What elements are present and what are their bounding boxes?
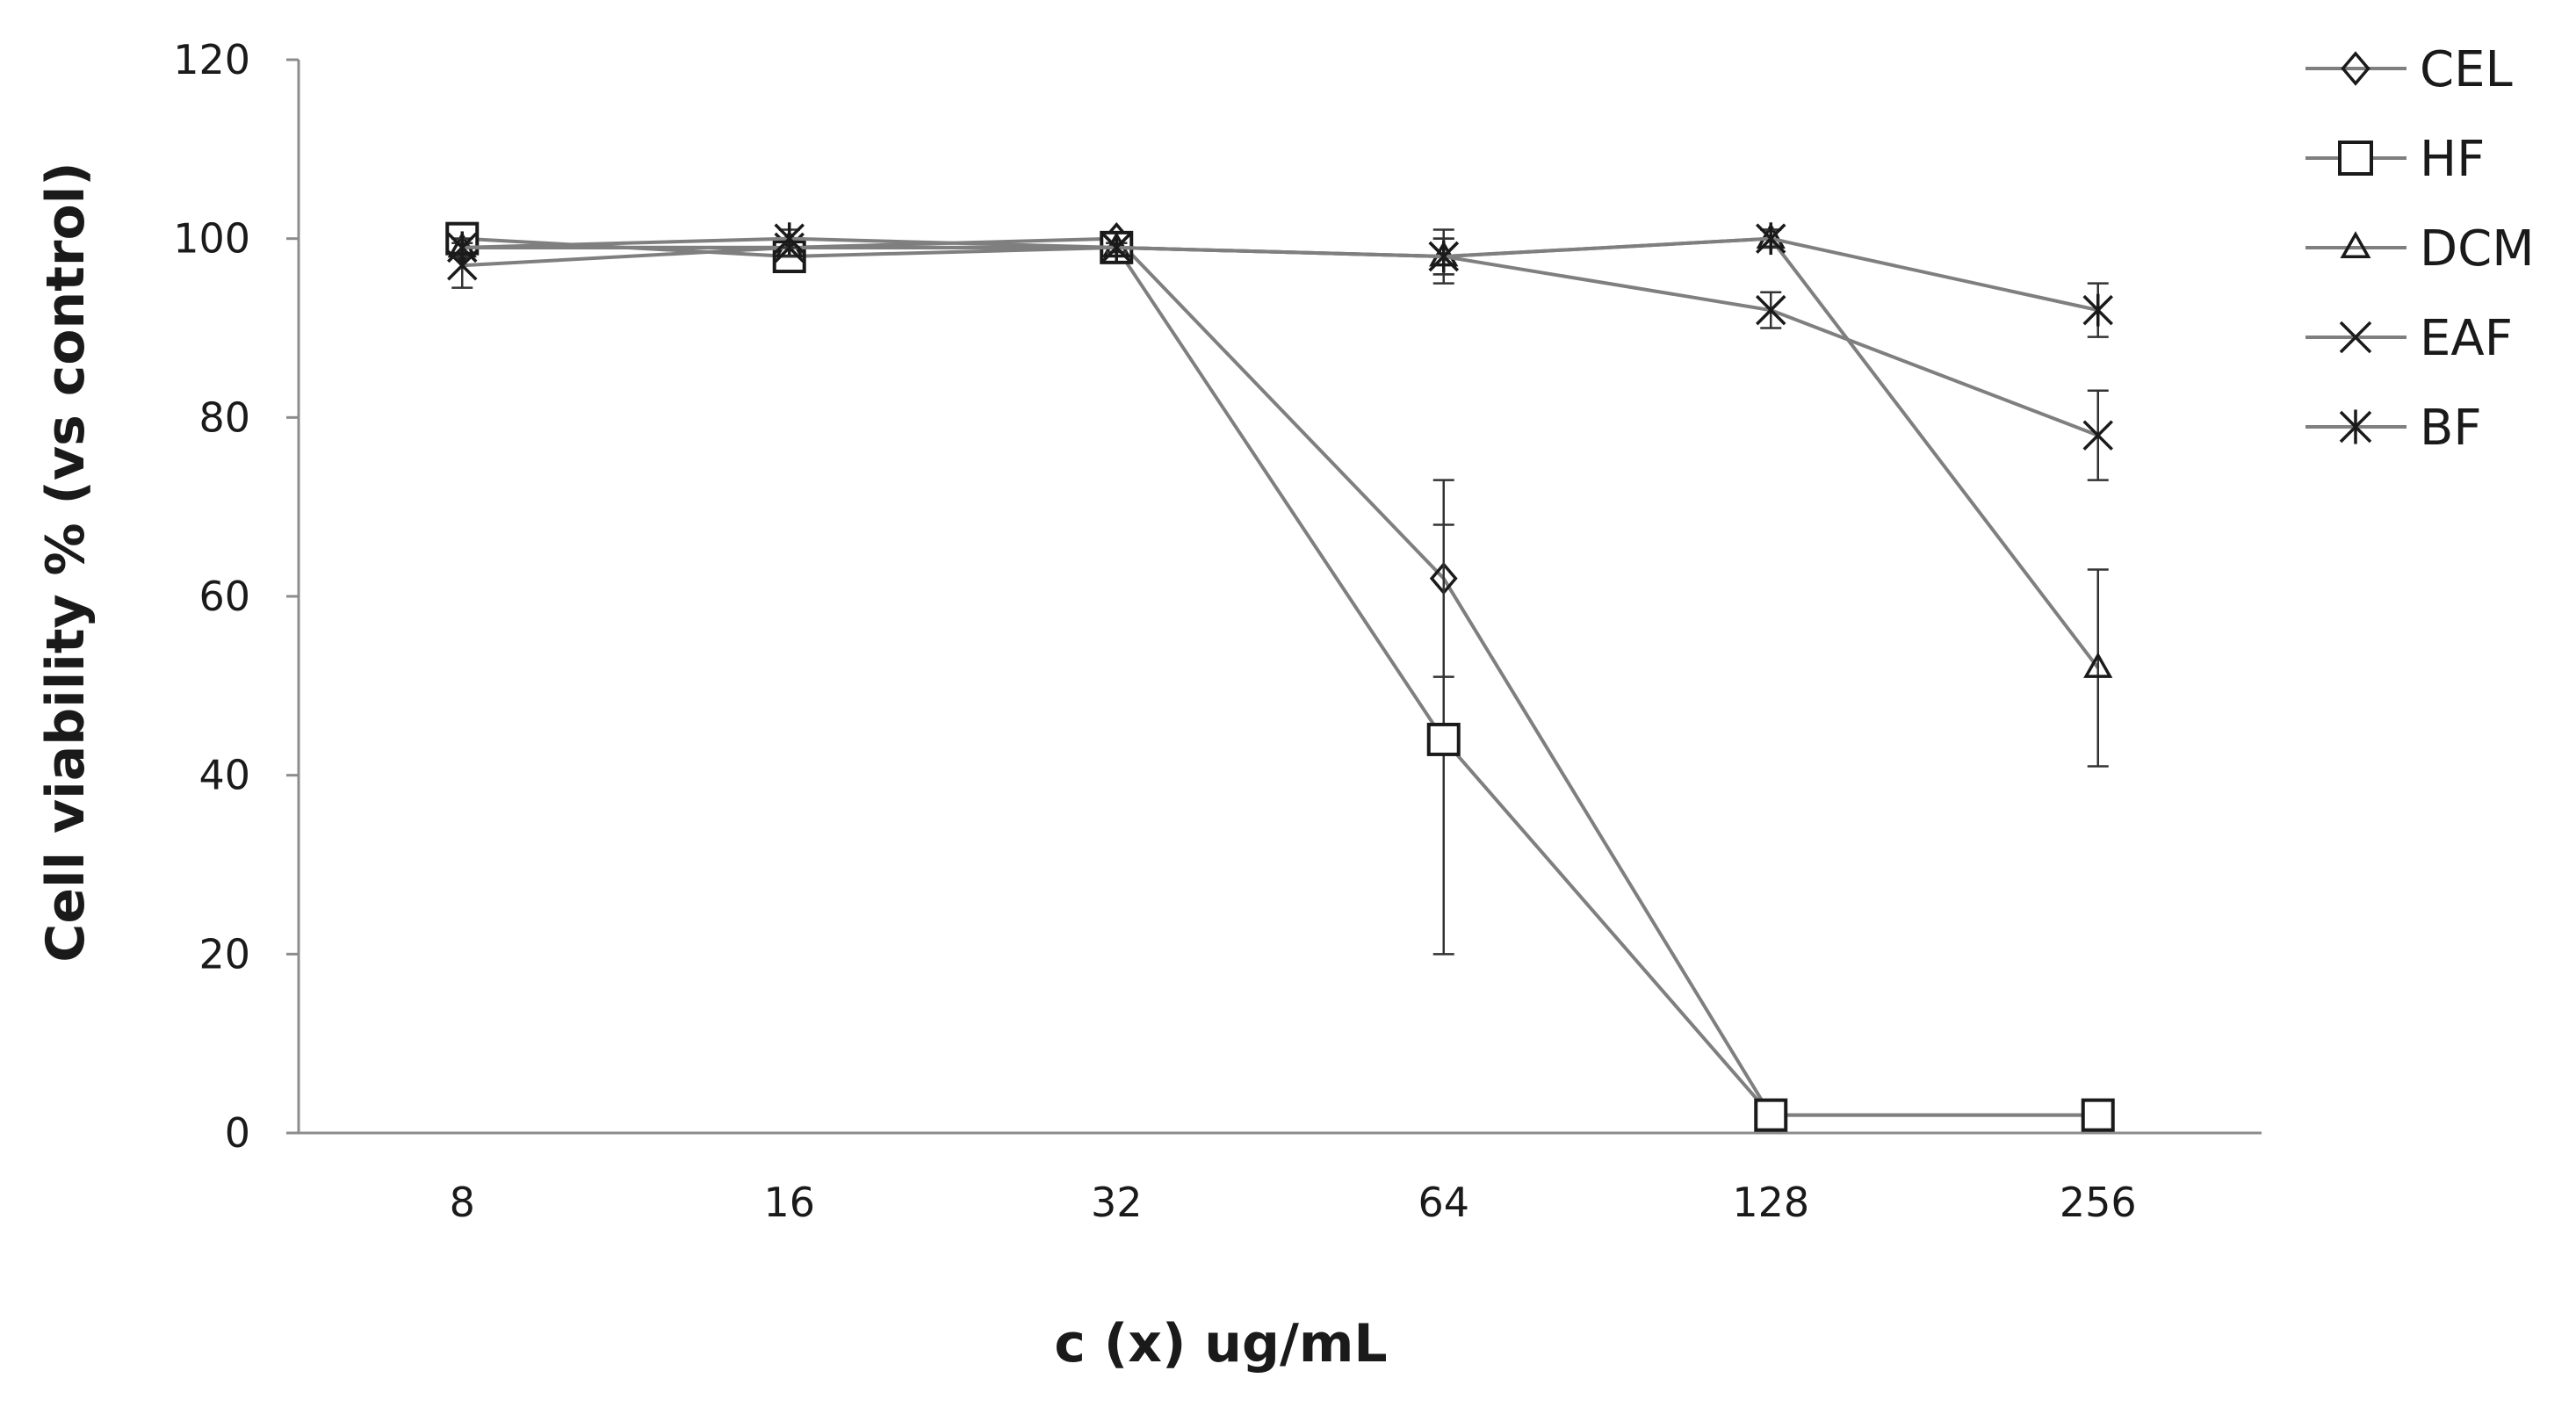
legend-label: BF <box>2420 400 2482 457</box>
legend-item-dcm: DCM <box>2305 220 2535 278</box>
x-tick-label: 256 <box>2060 1179 2137 1226</box>
legend-item-hf: HF <box>2305 131 2485 188</box>
legend-item-cel: CEL <box>2305 41 2513 98</box>
square-marker-shape <box>2081 1098 2115 1132</box>
legend-item-bf: BF <box>2305 400 2482 457</box>
data-point-hf <box>1426 722 1461 756</box>
legend-marker-diamond <box>2341 51 2370 86</box>
y-tick-label: 60 <box>198 573 250 620</box>
x-tick-label: 32 <box>1091 1179 1143 1226</box>
series-line <box>462 236 2100 669</box>
data-point-bf <box>1756 222 1786 256</box>
square-marker-shape <box>1426 722 1461 756</box>
y-tick-label: 120 <box>173 36 250 83</box>
legend-marker-star <box>2339 409 2372 444</box>
y-tick-label: 0 <box>225 1109 250 1157</box>
data-point-bf <box>1428 240 1459 273</box>
x-tick-label: 8 <box>450 1179 475 1226</box>
x-tick-label: 64 <box>1418 1179 1469 1226</box>
data-point-bf <box>2082 293 2113 327</box>
data-point-bf <box>1101 231 1132 264</box>
y-axis: 0 20 40 60 80 100 120 <box>173 36 300 1157</box>
series-bf <box>447 222 2113 338</box>
legend-item-eaf: EAF <box>2305 310 2513 367</box>
legend-marker-x <box>2339 321 2372 354</box>
legend-marker-square <box>2338 141 2373 176</box>
series-line <box>462 236 2098 1117</box>
data-point-hf <box>2081 1098 2115 1132</box>
data-point-eaf <box>2082 420 2113 451</box>
x-tick-label: 16 <box>763 1179 815 1226</box>
series-cel <box>448 221 2112 1132</box>
x-marker-stroke <box>1756 294 1786 326</box>
series-line <box>462 236 2099 313</box>
series-line <box>462 236 2098 1117</box>
data-point-bf <box>774 222 805 256</box>
y-tick-label: 20 <box>198 930 250 978</box>
legend-label: DCM <box>2420 220 2535 278</box>
x-axis: 8 16 32 64 128 256 <box>299 1131 2262 1226</box>
x-marker-stroke <box>2339 321 2372 354</box>
legend-label: EAF <box>2420 310 2513 367</box>
data-point-hf <box>1754 1098 1788 1132</box>
legend-label: HF <box>2420 131 2485 188</box>
x-marker-stroke <box>2082 420 2113 451</box>
diamond-marker-shape <box>2341 51 2370 86</box>
data-point-dcm <box>2083 652 2113 678</box>
y-tick-label: 100 <box>173 215 250 263</box>
triangle-marker-shape <box>2083 652 2113 678</box>
x-tick-label: 128 <box>1732 1179 1809 1226</box>
triangle-marker-shape <box>2340 231 2371 258</box>
legend-marker-triangle <box>2340 231 2371 258</box>
legend-label: CEL <box>2420 41 2513 98</box>
square-marker-shape <box>2338 141 2373 176</box>
legend: CEL HF DCM EAF BF <box>2305 41 2535 457</box>
y-tick-label: 40 <box>198 752 250 799</box>
series-layer <box>445 221 2115 1132</box>
y-axis-title: Cell viability % (vs control) <box>35 162 97 962</box>
y-tick-label: 80 <box>198 393 250 441</box>
square-marker-shape <box>1754 1098 1788 1132</box>
data-point-bf <box>447 231 478 264</box>
x-axis-title: c (x) ug/mL <box>1054 1313 1387 1375</box>
data-point-eaf <box>1756 294 1786 326</box>
